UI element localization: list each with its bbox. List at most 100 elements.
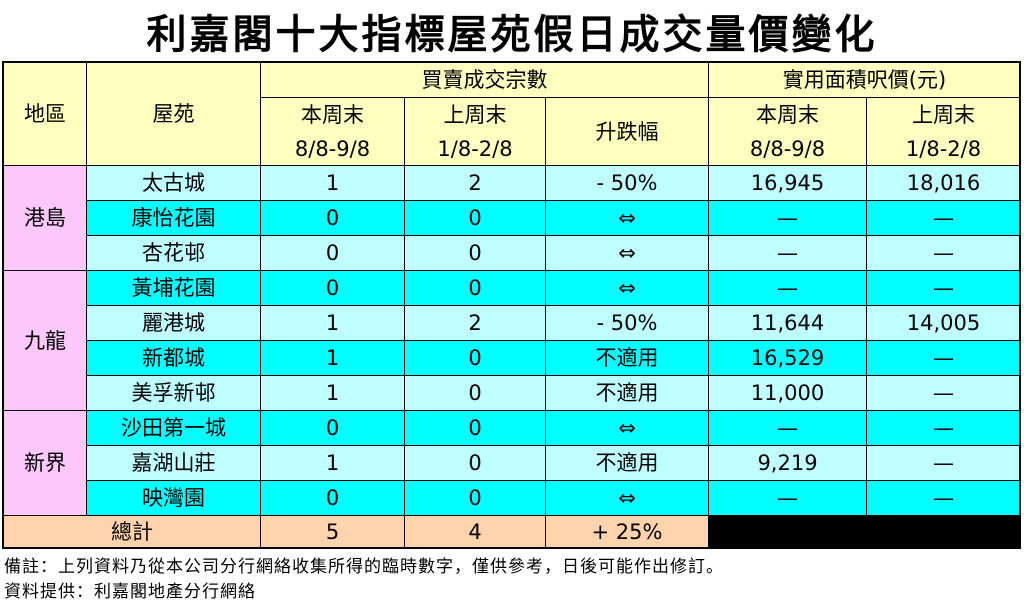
cell-text: 買賣成交宗數 [421,68,548,92]
value-cell: — [708,480,867,516]
cell-text: 地區 [24,102,66,126]
cell-text: 1 [325,381,340,405]
value-cell: 0 [260,200,405,236]
cell-text: — [777,241,798,265]
cell-text: 2 [468,311,482,335]
cell-text: 九龍 [24,328,66,353]
total-cell: + 25% [545,515,709,549]
value-cell: 16,529 [708,340,867,376]
cell-text: 新都城 [142,346,205,370]
header-column: 本周末 8/8-9/8 [260,97,405,166]
estate-cell: 麗港城 [86,305,261,341]
value-cell: 不適用 [545,445,709,481]
cell-text: — [933,346,954,370]
cell-text: 0 [468,241,482,265]
value-cell: 0 [404,200,546,236]
value-cell: — [866,270,1021,306]
cell-text: 1/8-2/8 [437,136,513,161]
estate-cell: 太古城 [86,165,261,201]
cell-text: 0 [325,416,340,440]
cell-text: 嘉湖山莊 [131,451,216,475]
cell-text: 18,016 [906,171,981,195]
cell-text: — [777,206,798,230]
cell-text: 本周末 [756,102,819,127]
cell-text: 4 [468,520,482,544]
cell-text: 沙田第一城 [121,416,226,440]
value-cell: 0 [404,480,546,516]
total-label: 總計 [3,515,261,549]
cell-text: 本周末 [301,102,364,127]
cell-text: — [933,486,954,510]
value-cell: 0 [404,235,546,271]
value-cell: — [708,410,867,446]
cell-text: 0 [468,416,482,440]
cell-text: — [933,206,954,230]
value-cell: 0 [260,235,405,271]
value-cell: 1 [260,375,405,411]
cell-text: 不適用 [595,381,659,405]
header-column: 升跌幅 [545,97,709,166]
value-cell: 1 [260,445,405,481]
cell-text: 0 [325,486,340,510]
value-cell: ⇔ [545,480,709,516]
note: 資料提供：利嘉閣地產分行網絡 [4,582,256,602]
value-cell: 不適用 [545,375,709,411]
cell-text: — [933,451,954,475]
value-cell: 0 [404,375,546,411]
cell-text: — [777,416,798,440]
value-cell: 11,000 [708,375,867,411]
cell-text: 1 [325,171,340,195]
header-column: 上周末 1/8-2/8 [404,97,546,166]
total-cell: 4 [404,515,546,549]
value-cell: 2 [404,165,546,201]
cell-text: — [933,416,954,440]
value-cell: 0 [404,410,546,446]
value-cell: 0 [404,340,546,376]
cell-text: 0 [468,276,482,300]
value-cell: - 50% [545,165,709,201]
cell-text: ⇔ [618,416,636,440]
estate-cell: 映灣園 [86,480,261,516]
value-cell: 11,644 [708,305,867,341]
cell-text: - 50% [596,171,658,195]
estate-cell: 黃埔花園 [86,270,261,306]
cell-text: 0 [468,346,482,370]
cell-text: 杏花邨 [142,241,205,265]
cell-text: — [933,276,954,300]
cell-text: 1 [325,311,340,335]
cell-text: 映灣園 [142,486,205,510]
value-cell: 1 [260,305,405,341]
cell-text: — [933,241,954,265]
cell-text: ⇔ [618,241,636,265]
cell-text: 1/8-2/8 [905,136,982,161]
value-cell: 1 [260,165,405,201]
value-cell: 14,005 [866,305,1021,341]
estate-cell: 嘉湖山莊 [86,445,261,481]
value-cell: — [708,270,867,306]
cell-text: 0 [468,451,482,475]
value-cell: — [866,480,1021,516]
value-cell: ⇔ [545,270,709,306]
cell-text: 不適用 [595,451,659,475]
value-cell: 0 [260,480,405,516]
cell-text: 1 [325,346,340,370]
region-cell: 港島 [3,165,87,271]
cell-text: 實用面積呎價(元) [782,68,947,92]
value-cell: 16,945 [708,165,867,201]
cell-text: 新界 [24,451,66,475]
cell-text: — [933,381,954,405]
cell-text: 11,644 [750,311,825,335]
region-cell: 新界 [3,410,87,516]
cell-text: 升跌幅 [595,119,659,144]
estate-cell: 杏花邨 [86,235,261,271]
value-cell: — [866,410,1021,446]
header-group: 買賣成交宗數 [260,62,709,98]
cell-text: - 50% [596,311,658,335]
cell-text: 上周末 [912,102,975,127]
value-cell: ⇔ [545,235,709,271]
cell-text: 黃埔花園 [131,276,216,300]
cell-text: 9,219 [757,451,818,475]
cell-text: 港島 [24,206,66,230]
cell-text: 0 [325,206,340,230]
blank-cell [708,515,1021,549]
